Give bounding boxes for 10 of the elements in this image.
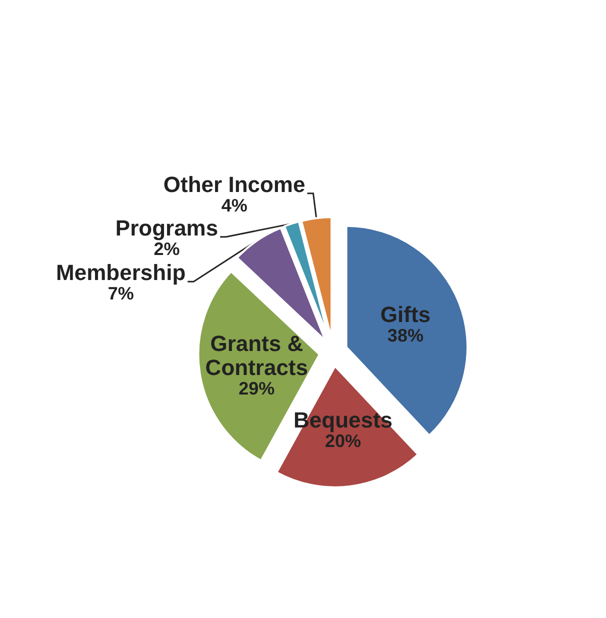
slice-label: Programs [115, 215, 218, 240]
slice-label: Gifts [380, 302, 431, 328]
slice-label: Other Income [163, 172, 306, 197]
slice-label: Grants & Contracts [205, 330, 308, 380]
data-label: 20% [325, 431, 362, 452]
slice-label: Membership [56, 260, 186, 286]
data-label: 7% [108, 284, 134, 304]
data-label: 38% [387, 326, 424, 346]
data-label: 4% [221, 195, 248, 216]
data-label: 29% [238, 378, 275, 398]
